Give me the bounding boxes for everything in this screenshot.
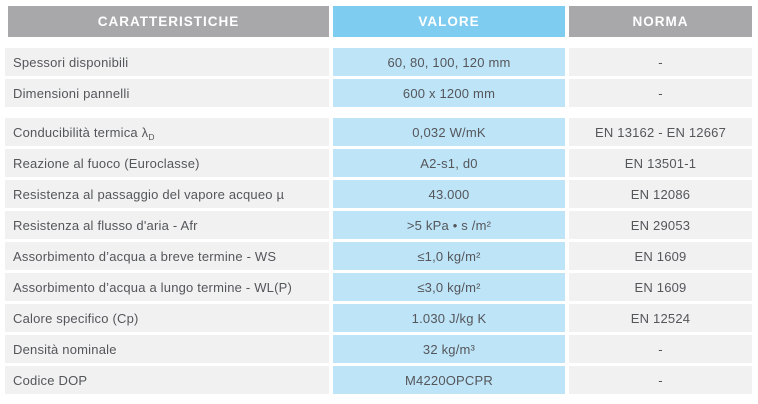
- valore-cell: M4220OPCPR: [333, 366, 565, 394]
- valore-text: M4220OPCPR: [405, 372, 493, 388]
- norma-cell: EN 12086: [569, 180, 752, 208]
- valore-cell: ≤3,0 kg/m²: [333, 273, 565, 301]
- caratteristica-cell: Reazione al fuoco (Euroclasse): [5, 149, 329, 177]
- table-group-2: Conducibilità termica λD 0,032 W/mK EN 131…: [5, 118, 755, 394]
- table-row: Resistenza al flusso d'aria - Afr >5 kPa …: [5, 211, 755, 239]
- table-row: Dimensioni pannelli 600 x 1200 mm -: [5, 79, 755, 107]
- norma-text: EN 1609: [634, 279, 687, 295]
- caratteristica-subscript: D: [148, 131, 155, 142]
- header-valore: VALORE: [333, 6, 565, 37]
- caratteristica-cell: Dimensioni pannelli: [5, 79, 329, 107]
- valore-text: A2-s1, d0: [420, 155, 478, 171]
- caratteristica-text: Calore specifico (Cp): [13, 310, 139, 326]
- caratteristica-text: Resistenza al passaggio del vapore acque…: [13, 186, 285, 202]
- caratteristica-cell: Assorbimento d’acqua a breve termine - W…: [5, 242, 329, 270]
- norma-cell: -: [569, 366, 752, 394]
- norma-cell: EN 1609: [569, 242, 752, 270]
- valore-cell: >5 kPa • s /m²: [333, 211, 565, 239]
- caratteristica-text: Assorbimento d’acqua a lungo termine - W…: [13, 279, 293, 295]
- header-caratteristiche: CARATTERISTICHE: [8, 6, 329, 37]
- caratteristica-text: Resistenza al flusso d'aria - Afr: [13, 217, 198, 233]
- caratteristica-text: Assorbimento d’acqua a breve termine - W…: [13, 248, 277, 264]
- valore-cell: 600 x 1200 mm: [333, 79, 565, 107]
- caratteristica-text: Densità nominale: [13, 341, 117, 357]
- valore-text: 0,032 W/mK: [412, 124, 486, 140]
- norma-cell: EN 29053: [569, 211, 752, 239]
- norma-text: -: [658, 54, 663, 70]
- valore-cell: 43.000: [333, 180, 565, 208]
- norma-cell: -: [569, 79, 752, 107]
- valore-text: 1.030 J/kg K: [411, 310, 487, 326]
- caratteristica-text: Reazione al fuoco (Euroclasse): [13, 155, 200, 171]
- table-row: Codice DOP M4220OPCPR -: [5, 366, 755, 394]
- norma-text: EN 13501-1: [624, 155, 697, 171]
- norma-text: -: [658, 341, 663, 357]
- caratteristica-text: Codice DOP: [13, 372, 88, 388]
- table-body: Spessori disponibili 60, 80, 100, 120 mm -…: [5, 48, 755, 394]
- caratteristica-cell: Calore specifico (Cp): [5, 304, 329, 332]
- table-row: Conducibilità termica λD 0,032 W/mK EN 131…: [5, 118, 755, 146]
- valore-cell: A2-s1, d0: [333, 149, 565, 177]
- valore-text: 600 x 1200 mm: [402, 85, 496, 101]
- valore-cell: ≤1,0 kg/m²: [333, 242, 565, 270]
- header-norma-label: NORMA: [632, 14, 689, 29]
- norma-text: EN 12524: [630, 310, 691, 326]
- table-row: Spessori disponibili 60, 80, 100, 120 mm -: [5, 48, 755, 76]
- valore-text: ≤1,0 kg/m²: [417, 248, 481, 264]
- caratteristica-text: Dimensioni pannelli: [13, 85, 130, 101]
- valore-cell: 1.030 J/kg K: [333, 304, 565, 332]
- table-group-1: Spessori disponibili 60, 80, 100, 120 mm -…: [5, 48, 755, 107]
- caratteristica-cell: Resistenza al passaggio del vapore acque…: [5, 180, 329, 208]
- caratteristica-cell: Densità nominale: [5, 335, 329, 363]
- norma-text: EN 13162 - EN 12667: [595, 124, 726, 140]
- valore-text: 43.000: [428, 186, 470, 202]
- spec-table: CARATTERISTICHE VALORE NORMA Spessori di…: [5, 6, 755, 394]
- caratteristica-cell: Conducibilità termica λD: [5, 118, 329, 146]
- valore-text: ≤3,0 kg/m²: [417, 279, 481, 295]
- norma-cell: -: [569, 335, 752, 363]
- valore-cell: 0,032 W/mK: [333, 118, 565, 146]
- table-header-row: CARATTERISTICHE VALORE NORMA: [5, 6, 755, 37]
- norma-cell: EN 12524: [569, 304, 752, 332]
- table-row: Densità nominale 32 kg/m³ -: [5, 335, 755, 363]
- caratteristica-cell: Spessori disponibili: [5, 48, 329, 76]
- norma-text: EN 12086: [630, 186, 691, 202]
- norma-text: -: [658, 85, 663, 101]
- table-row: Assorbimento d’acqua a lungo termine - W…: [5, 273, 755, 301]
- caratteristica-cell: Assorbimento d’acqua a lungo termine - W…: [5, 273, 329, 301]
- caratteristica-cell: Codice DOP: [5, 366, 329, 394]
- caratteristica-cell: Resistenza al flusso d'aria - Afr: [5, 211, 329, 239]
- valore-text: >5 kPa • s /m²: [406, 217, 492, 233]
- table-row: Assorbimento d’acqua a breve termine - W…: [5, 242, 755, 270]
- caratteristica-text: Conducibilità termica λD: [13, 124, 155, 142]
- header-caratteristiche-label: CARATTERISTICHE: [97, 14, 240, 29]
- valore-cell: 60, 80, 100, 120 mm: [333, 48, 565, 76]
- norma-text: -: [658, 372, 663, 388]
- valore-cell: 32 kg/m³: [333, 335, 565, 363]
- norma-cell: -: [569, 48, 752, 76]
- table-row: Calore specifico (Cp) 1.030 J/kg K EN 1252…: [5, 304, 755, 332]
- valore-text: 32 kg/m³: [422, 341, 476, 357]
- norma-text: EN 29053: [630, 217, 691, 233]
- header-valore-label: VALORE: [418, 14, 480, 29]
- norma-cell: EN 13162 - EN 12667: [569, 118, 752, 146]
- norma-cell: EN 1609: [569, 273, 752, 301]
- table-row: Resistenza al passaggio del vapore acque…: [5, 180, 755, 208]
- norma-cell: EN 13501-1: [569, 149, 752, 177]
- table-row: Reazione al fuoco (Euroclasse) A2-s1, d0 E…: [5, 149, 755, 177]
- header-norma: NORMA: [569, 6, 752, 37]
- caratteristica-text: Spessori disponibili: [13, 54, 129, 70]
- valore-text: 60, 80, 100, 120 mm: [387, 54, 511, 70]
- norma-text: EN 1609: [634, 248, 687, 264]
